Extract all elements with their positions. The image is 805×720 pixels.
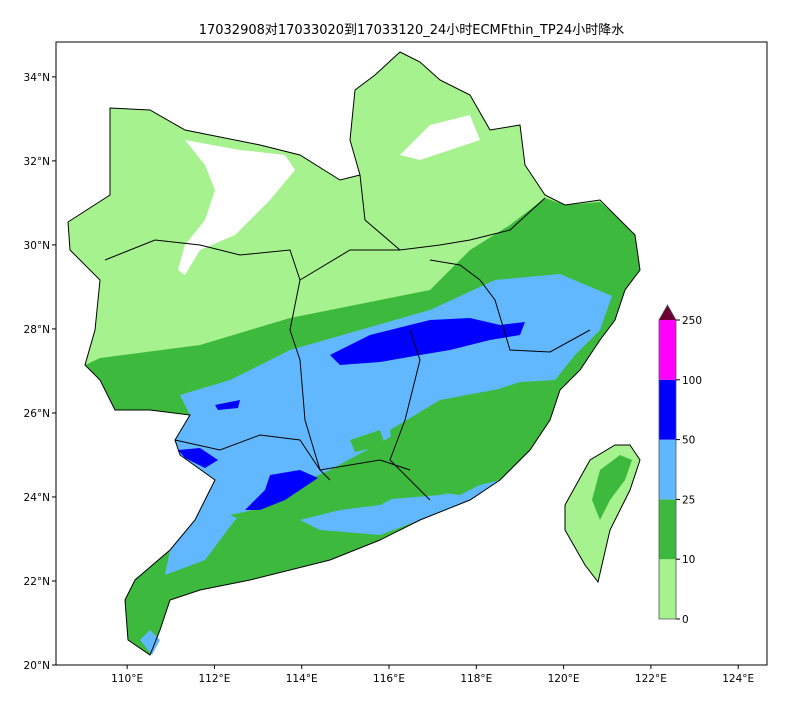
map-title: 17032908对17033020到17033120_24小时ECMFthin_…: [198, 23, 625, 38]
colorbar-extend-arrow: [659, 305, 676, 320]
colorbar-label: 100: [682, 375, 702, 387]
precip-fields: [68, 52, 640, 655]
lat-tick-label: 26°N: [24, 408, 50, 420]
no-rain-area: [400, 115, 480, 160]
lat-tick-label: 32°N: [24, 156, 50, 168]
colorbar-segment: [659, 499, 676, 560]
colorbar-segment: [659, 559, 676, 619]
border-line: [359, 174, 546, 251]
colorbar-segment: [659, 379, 676, 440]
lon-tick-label: 122°E: [635, 673, 667, 685]
lat-tick-label: 30°N: [24, 240, 50, 252]
taiwan-green: [592, 455, 632, 520]
band-50-100: [178, 448, 218, 468]
colorbar: 0 10 25 50 100 250: [658, 304, 702, 626]
border-line: [389, 329, 431, 501]
band-10-25-inner: [350, 430, 385, 452]
band-25-50: [165, 274, 612, 575]
border-line: [67, 51, 641, 656]
colorbar-segment: [659, 320, 676, 380]
lat-tick-label: 34°N: [24, 72, 50, 84]
band-25-50: [140, 630, 160, 655]
lon-tick-label: 112°E: [198, 673, 230, 685]
band-10-25-inner: [230, 475, 420, 525]
band-50-100: [215, 400, 240, 410]
border-line: [299, 249, 400, 281]
border-line: [429, 259, 591, 353]
lat-tick-label: 24°N: [24, 492, 50, 504]
no-rain-area: [178, 140, 295, 275]
lon-tick-label: 114°E: [286, 673, 318, 685]
map-frame: [55, 41, 768, 666]
lon-axis: 110°E 112°E 114°E 116°E 118°E 120°E 122°E 124°E: [111, 665, 754, 685]
lon-tick-label: 124°E: [722, 673, 754, 685]
colorbar-label: 250: [682, 315, 702, 327]
lat-tick-label: 28°N: [24, 324, 50, 336]
lat-tick-label: 22°N: [24, 576, 50, 588]
colorbar-label: 0: [682, 614, 689, 626]
colorbar-outline: [658, 304, 677, 620]
lon-tick-label: 120°E: [548, 673, 580, 685]
colorbar-segment: [659, 439, 676, 500]
border-line: [174, 434, 411, 471]
lat-axis: 34°N 32°N 30°N 28°N 26°N 24°N 22°N 20°N: [24, 72, 56, 672]
lat-tick-label: 20°N: [24, 660, 50, 672]
band-10-25-inner: [390, 385, 545, 495]
lon-tick-label: 118°E: [460, 673, 492, 685]
lon-tick-label: 110°E: [111, 673, 143, 685]
band-50-100: [330, 318, 525, 365]
colorbar-label: 10: [682, 554, 695, 566]
lon-tick-label: 116°E: [373, 673, 405, 685]
province-borders: [67, 51, 641, 656]
colorbar-label: 50: [682, 435, 695, 447]
band-50-100: [245, 470, 318, 510]
colorbar-label: 25: [682, 494, 695, 506]
border-line: [564, 444, 641, 584]
